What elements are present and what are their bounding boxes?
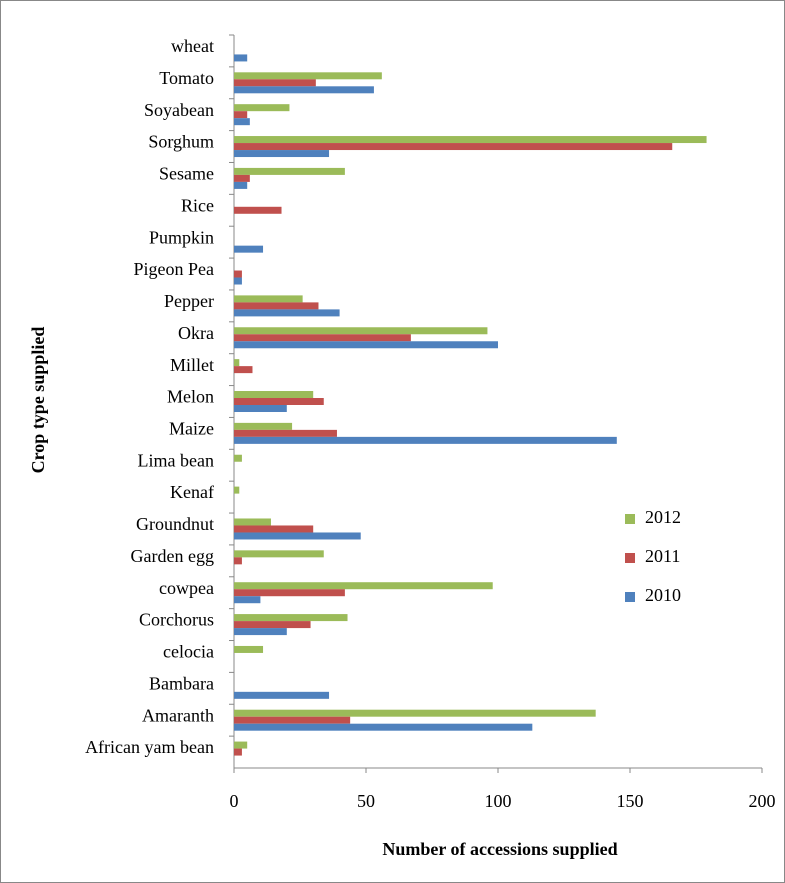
bar xyxy=(234,334,411,342)
bar xyxy=(234,309,340,317)
legend-label: 2010 xyxy=(645,585,681,605)
bar xyxy=(234,136,707,144)
y-tick-label: Sesame xyxy=(159,164,214,184)
bar xyxy=(234,550,324,558)
y-tick-label: Pepper xyxy=(164,291,214,311)
legend-swatch xyxy=(625,514,635,524)
bar xyxy=(234,525,314,533)
bar xyxy=(234,111,248,119)
bar xyxy=(234,143,673,151)
bar xyxy=(234,72,382,80)
bar xyxy=(234,79,316,87)
bar xyxy=(234,716,351,724)
bar xyxy=(234,628,287,636)
x-tick-label: 100 xyxy=(485,791,512,811)
bar xyxy=(234,54,248,62)
y-tick-label: cowpea xyxy=(159,578,214,598)
bar xyxy=(234,621,311,629)
bar xyxy=(234,709,596,717)
bar xyxy=(234,302,319,310)
bar xyxy=(234,104,290,112)
bar xyxy=(234,596,261,604)
bar xyxy=(234,723,533,731)
bar xyxy=(234,557,242,565)
bar xyxy=(234,181,248,189)
y-tick-label: Melon xyxy=(167,387,214,407)
bar xyxy=(234,436,617,444)
y-tick-label: Sorghum xyxy=(148,132,214,152)
bar xyxy=(234,86,374,94)
bar xyxy=(234,405,287,412)
bar xyxy=(234,589,345,597)
bar xyxy=(234,748,242,756)
y-tick-label: Rice xyxy=(181,195,214,215)
y-tick-label: Okra xyxy=(178,323,214,343)
bar xyxy=(234,359,240,367)
y-tick-label: Millet xyxy=(170,355,214,375)
y-tick-label: wheat xyxy=(171,36,214,56)
legend-label: 2011 xyxy=(645,546,680,566)
bar xyxy=(234,486,240,494)
bar xyxy=(234,518,271,526)
bar xyxy=(234,150,330,158)
bar xyxy=(234,422,293,430)
bar xyxy=(234,391,314,398)
y-tick-label: Tomato xyxy=(159,68,214,88)
y-tick-label: Corchorus xyxy=(139,610,214,630)
y-tick-label: Lima bean xyxy=(138,450,214,470)
x-tick-label: 150 xyxy=(617,791,644,811)
y-tick-label: Garden egg xyxy=(131,546,214,566)
bar xyxy=(234,454,242,462)
y-tick-label: Soyabean xyxy=(144,100,214,120)
bar xyxy=(234,295,303,303)
x-axis-title: Number of accessions supplied xyxy=(382,839,617,859)
bar xyxy=(234,645,264,653)
y-tick-label: Amaranth xyxy=(142,705,214,725)
y-tick-label: Bambara xyxy=(149,673,214,693)
legend-swatch xyxy=(625,553,635,563)
y-tick-label: Pigeon Pea xyxy=(134,259,215,279)
bar xyxy=(234,174,250,182)
bar xyxy=(234,582,493,590)
x-tick-label: 50 xyxy=(357,791,375,811)
y-tick-label: Groundnut xyxy=(136,514,214,534)
bar xyxy=(234,429,337,437)
y-tick-label: African yam bean xyxy=(85,737,214,757)
bar xyxy=(234,270,242,278)
y-tick-label: Maize xyxy=(169,418,214,438)
bar xyxy=(234,366,253,374)
x-tick-label: 0 xyxy=(230,791,239,811)
bar xyxy=(234,327,488,335)
bar xyxy=(234,167,345,175)
bar xyxy=(234,277,242,285)
bar xyxy=(234,398,324,405)
y-tick-label: Pumpkin xyxy=(149,227,214,247)
bar xyxy=(234,118,250,126)
bar xyxy=(234,691,330,699)
x-tick-label: 200 xyxy=(749,791,776,811)
bar xyxy=(234,245,264,253)
bar xyxy=(234,206,282,214)
legend-swatch xyxy=(625,592,635,602)
bar xyxy=(234,341,498,349)
y-axis-title: Crop type supplied xyxy=(28,327,48,474)
bar xyxy=(234,532,361,540)
legend-label: 2012 xyxy=(645,507,681,527)
y-tick-label: celocia xyxy=(163,642,214,662)
bar xyxy=(234,614,348,622)
y-tick-label: Kenaf xyxy=(170,482,214,502)
bar xyxy=(234,741,248,749)
